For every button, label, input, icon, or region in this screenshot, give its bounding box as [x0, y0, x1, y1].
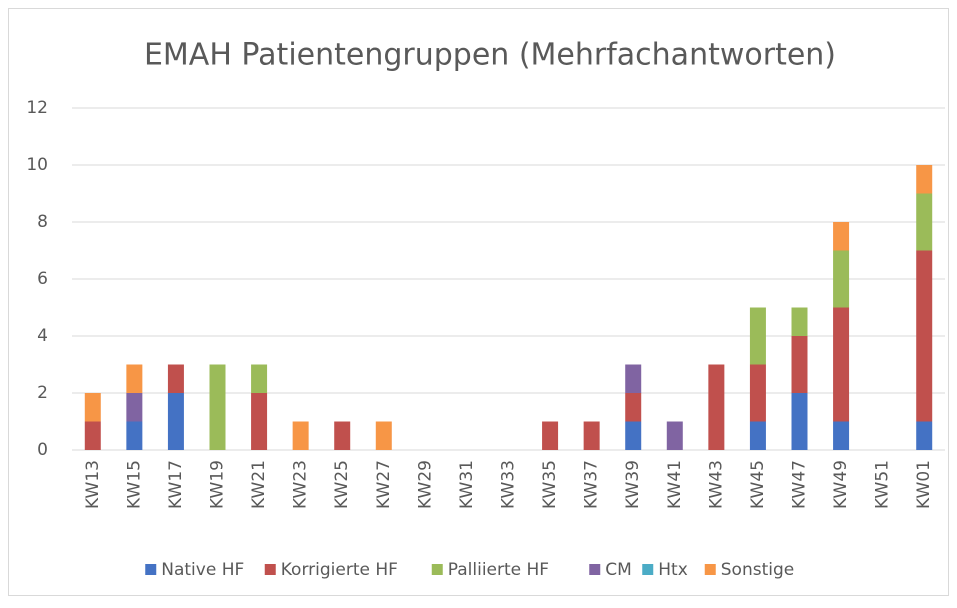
y-tick-label: 12 — [26, 98, 48, 118]
bar-segment — [916, 250, 933, 422]
bar-segment — [209, 364, 226, 450]
bar-segment — [791, 336, 808, 393]
bar-segment — [84, 421, 101, 450]
legend-label: Native HF — [161, 560, 244, 580]
x-tick-label: KW49 — [831, 460, 851, 509]
bar-segment — [749, 364, 766, 422]
chart-border — [8, 8, 949, 596]
bar-segment — [126, 393, 143, 422]
legend-swatch — [704, 564, 716, 575]
bar-segment — [916, 421, 933, 450]
legend-label: Korrigierte HF — [281, 560, 398, 580]
x-tick-label: KW29 — [415, 460, 435, 509]
y-tick-label: 4 — [37, 326, 48, 346]
bar-segment — [833, 421, 850, 450]
bar-segment — [583, 421, 600, 450]
bar-segment — [625, 393, 642, 422]
bar-segment — [791, 307, 808, 336]
x-tick-label: KW47 — [790, 460, 810, 509]
y-tick-label: 6 — [37, 269, 48, 289]
x-tick-label: KW51 — [873, 460, 893, 509]
bar-segment — [334, 421, 351, 450]
bar-segment — [84, 393, 101, 422]
x-tick-label: KW23 — [291, 460, 311, 509]
bar-segment — [749, 421, 766, 450]
bar-segment — [666, 421, 683, 450]
legend-swatch — [264, 564, 276, 575]
bar-segment — [292, 421, 309, 450]
bar-segment — [916, 193, 933, 251]
legend-label: CM — [605, 560, 632, 580]
x-tick-label: KW17 — [166, 460, 186, 509]
x-tick-label: KW31 — [457, 460, 477, 509]
y-tick-label: 8 — [37, 212, 48, 232]
legend-label: Palliierte HF — [448, 560, 549, 580]
y-tick-label: 10 — [26, 155, 48, 175]
bar-segment — [625, 364, 642, 393]
legend-label: Sonstige — [721, 560, 794, 580]
x-tick-label: KW25 — [332, 460, 352, 509]
bar-segment — [916, 165, 933, 194]
bar-segment — [251, 364, 268, 393]
bar-segment — [833, 307, 850, 422]
x-tick-label: KW39 — [623, 460, 643, 509]
bar-segment — [126, 421, 143, 450]
x-tick-label: KW45 — [748, 460, 768, 509]
bar-segment — [167, 393, 184, 450]
legend-swatch — [431, 564, 443, 575]
x-tick-label: KW43 — [706, 460, 726, 509]
x-tick-label: KW35 — [540, 460, 560, 509]
x-tick-label: KW01 — [914, 460, 934, 509]
bar-segment — [749, 307, 766, 365]
bar-segment — [833, 222, 850, 251]
bar-segment — [625, 421, 642, 450]
x-tick-label: KW21 — [249, 460, 269, 509]
bar-segment — [167, 364, 184, 393]
x-tick-label: KW41 — [665, 460, 685, 509]
bar-segment — [251, 393, 268, 450]
legend-swatch — [145, 564, 157, 575]
chart-title: EMAH Patientengruppen (Mehrfachantworten… — [144, 38, 836, 73]
x-tick-label: KW37 — [582, 460, 602, 509]
y-tick-label: 0 — [37, 440, 48, 460]
bar-segment — [791, 393, 808, 450]
y-tick-label: 2 — [37, 383, 48, 403]
x-tick-label: KW19 — [208, 460, 228, 509]
bar-segment — [708, 364, 725, 450]
bar-segment — [542, 421, 559, 450]
bar-segment — [833, 250, 850, 308]
bar-segment — [375, 421, 392, 450]
legend-swatch — [642, 564, 654, 575]
x-tick-label: KW33 — [499, 460, 519, 509]
x-tick-label: KW15 — [124, 460, 144, 509]
legend-swatch — [589, 564, 601, 575]
legend-label: Htx — [658, 560, 688, 580]
x-tick-label: KW13 — [83, 460, 103, 509]
bar-segment — [126, 364, 143, 393]
x-tick-label: KW27 — [374, 460, 394, 509]
